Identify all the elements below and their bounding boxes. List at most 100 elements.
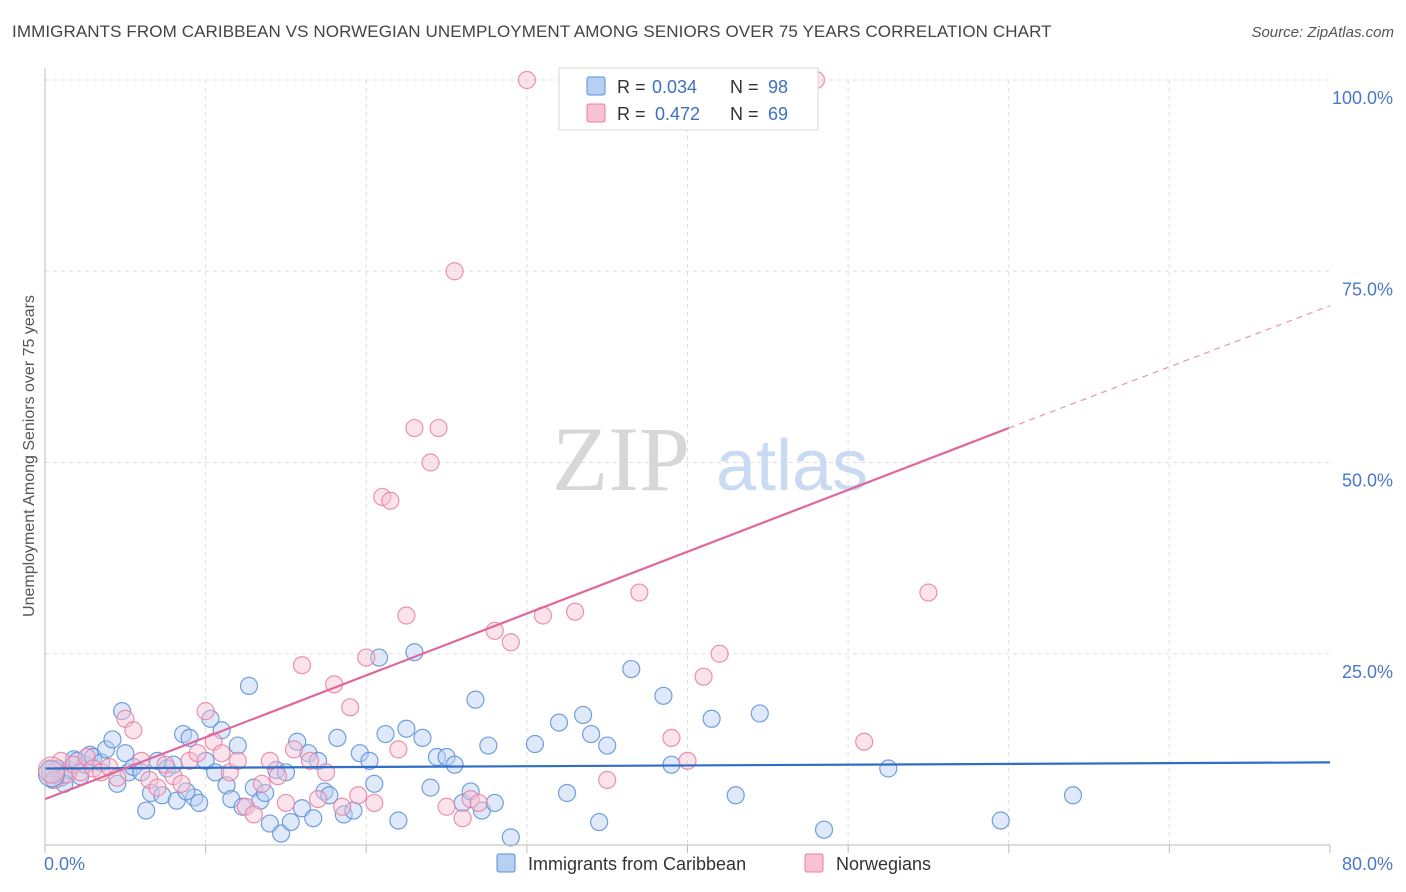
point-norwegians [260,751,279,770]
point-caribbean [137,801,156,820]
legend-r-value-1: 0.034 [652,77,697,97]
series-legend-swatch-blue [496,853,516,873]
point-norwegians [148,778,167,797]
point-norwegians [228,751,247,770]
axis-layer: 25.0% 50.0% 75.0% 100.0% 0.0% 80.0% [44,68,1393,874]
legend-swatch-pink [586,103,606,123]
series-legend-swatch-pink [804,853,824,873]
point-norwegians [308,789,328,809]
y-axis-label: Unemployment Among Seniors over 75 years [21,295,38,617]
trendline-caribbean [44,761,1331,770]
point-caribbean [376,724,395,744]
point-norwegians [77,747,96,767]
point-caribbean [421,778,440,797]
point-caribbean [549,713,569,732]
point-caribbean [334,805,353,824]
point-norwegians [445,262,464,281]
point-caribbean [370,648,389,667]
point-caribbean [557,783,577,803]
point-caribbean [405,643,424,662]
point-norwegians [196,702,215,721]
point-caribbean [726,786,745,805]
series-legend: Immigrants from Caribbean Norwegians [496,853,931,874]
point-caribbean [360,751,379,770]
point-norwegians [188,744,207,763]
point-caribbean [108,774,127,793]
point-norwegians [598,770,617,790]
point-caribbean [116,744,135,763]
point-caribbean [413,728,432,748]
point-norwegians [710,644,729,663]
point-caribbean [879,759,898,778]
point-caribbean [304,809,323,828]
point-norwegians [405,418,424,438]
point-caribbean [750,704,769,723]
point-norwegians [292,656,312,675]
point-norwegians [517,70,536,90]
y-tick-label: 25.0% [1342,662,1393,682]
point-norwegians [565,602,585,621]
point-norwegians [268,767,288,786]
legend-swatch-blue [586,76,606,96]
point-caribbean [582,724,601,744]
point-norwegians [365,793,384,813]
point-caribbean [466,690,485,709]
point-norwegians [437,797,456,816]
point-norwegians [124,721,143,740]
point-caribbean [365,774,384,793]
y-tick-label: 50.0% [1342,471,1393,491]
point-norwegians [212,744,231,763]
legend-r-label-2: R = [617,104,646,124]
point-norwegians [630,583,649,602]
point-norwegians [429,418,448,438]
series-legend-label-pink: Norwegians [836,854,931,874]
point-caribbean [590,812,609,832]
x-tick-label-min: 0.0% [44,854,85,874]
point-caribbean [96,740,116,759]
point-caribbean [501,828,520,847]
point-caribbean [479,736,498,755]
watermark-atlas: atlas [716,426,868,506]
points-layer [37,70,1083,847]
point-caribbean [397,719,416,738]
point-caribbean [389,811,408,830]
point-norwegians [284,740,304,759]
legend-n-label-2: N = [730,104,759,124]
series-legend-label-blue: Immigrants from Caribbean [528,854,746,874]
point-caribbean [525,734,545,754]
point-caribbean [702,709,721,728]
point-caribbean [485,793,504,813]
point-norwegians [469,793,488,813]
point-caribbean [167,791,186,810]
point-caribbean [573,705,593,725]
point-norwegians [300,751,320,770]
point-norwegians [662,728,681,748]
point-norwegians [919,583,938,602]
point-norwegians [357,648,376,667]
point-caribbean [814,820,834,839]
point-norwegians [501,633,520,652]
y-tick-label: 75.0% [1342,279,1393,299]
point-norwegians [453,809,472,828]
chart-title: IMMIGRANTS FROM CARIBBEAN VS NORWEGIAN U… [12,22,1052,41]
point-caribbean [991,811,1010,830]
source-label: Source: ZipAtlas.com [1251,24,1394,41]
point-caribbean [320,786,339,805]
point-caribbean [281,812,300,832]
point-caribbean [350,744,369,763]
point-caribbean [299,744,318,763]
point-norwegians [397,606,416,625]
point-norwegians-cluster [37,756,66,784]
point-caribbean [654,686,673,705]
y-tick-label: 100.0% [1332,88,1393,108]
point-norwegians [678,751,697,770]
point-caribbean [103,730,122,749]
point-norwegians [276,793,296,813]
legend-r-value-2: 0.472 [655,104,700,124]
point-norwegians [252,774,271,793]
point-norwegians [855,732,874,751]
point-norwegians [389,740,408,759]
point-norwegians [421,453,440,472]
watermark-zip: ZIP [552,408,690,510]
